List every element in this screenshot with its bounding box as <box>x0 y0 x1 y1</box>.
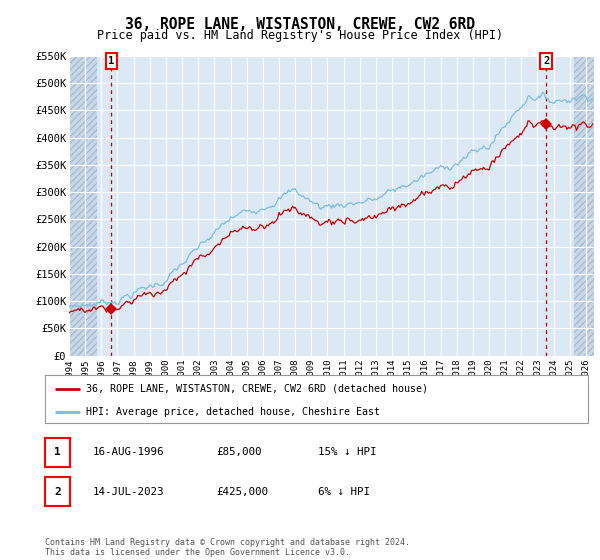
Text: £85,000: £85,000 <box>216 447 262 458</box>
Text: 15% ↓ HPI: 15% ↓ HPI <box>318 447 377 458</box>
Text: 16-AUG-1996: 16-AUG-1996 <box>93 447 164 458</box>
Text: Price paid vs. HM Land Registry's House Price Index (HPI): Price paid vs. HM Land Registry's House … <box>97 29 503 42</box>
Text: 1: 1 <box>54 447 61 458</box>
Text: 14-JUL-2023: 14-JUL-2023 <box>93 487 164 497</box>
Text: HPI: Average price, detached house, Cheshire East: HPI: Average price, detached house, Ches… <box>86 407 380 417</box>
Text: 36, ROPE LANE, WISTASTON, CREWE, CW2 6RD: 36, ROPE LANE, WISTASTON, CREWE, CW2 6RD <box>125 17 475 32</box>
Text: 2: 2 <box>54 487 61 497</box>
Bar <box>574 29 598 356</box>
Text: 6% ↓ HPI: 6% ↓ HPI <box>318 487 370 497</box>
Text: 1: 1 <box>108 56 115 66</box>
Text: 36, ROPE LANE, WISTASTON, CREWE, CW2 6RD (detached house): 36, ROPE LANE, WISTASTON, CREWE, CW2 6RD… <box>86 384 428 394</box>
Bar <box>69 29 97 356</box>
Text: £425,000: £425,000 <box>216 487 268 497</box>
Text: 2: 2 <box>543 56 550 66</box>
Text: Contains HM Land Registry data © Crown copyright and database right 2024.
This d: Contains HM Land Registry data © Crown c… <box>45 538 410 557</box>
